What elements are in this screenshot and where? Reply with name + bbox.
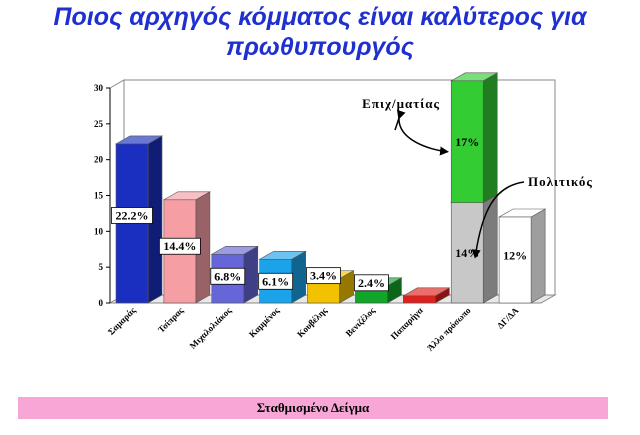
data-label: 2.4% xyxy=(358,276,385,290)
annotations: Επιχ/ματίας Πολιτικός xyxy=(362,96,593,259)
bar: 14.4% xyxy=(158,191,212,304)
bar: 12% xyxy=(497,208,547,304)
bar-side xyxy=(482,72,498,204)
bar: 14%17% xyxy=(450,72,499,304)
x-tick-label: Σαμαράς xyxy=(106,305,138,337)
annotation-arrow-business xyxy=(398,117,450,156)
x-tick-label: Κουβέλης xyxy=(295,305,329,339)
data-label: 22.2% xyxy=(116,208,149,222)
bar: 2.4% xyxy=(354,274,403,304)
y-tick-label: 5 xyxy=(99,262,104,272)
bar-chart: 0 5 10 15 20 25 30 22.2% 14.4% 6.8% 6.1% 3.4% 2.4% 1… xyxy=(94,72,593,353)
annotation-arrow-business-tail xyxy=(394,109,406,131)
y-tick-label: 0 xyxy=(99,298,104,308)
y-tick-label: 15 xyxy=(94,191,104,201)
data-label-box xyxy=(354,274,389,292)
bar-side xyxy=(482,194,498,304)
bar-series: 22.2%14.4%6.8%6.1%3.4%2.4%1%14%17%12% xyxy=(111,72,547,304)
y-tick-label: 10 xyxy=(94,226,104,236)
data-label: 3.4% xyxy=(310,269,337,283)
data-label: 6.1% xyxy=(262,274,289,288)
bar-front xyxy=(450,80,484,203)
x-tick-label: Καμμένος xyxy=(247,305,281,339)
bar: 3.4% xyxy=(306,267,355,304)
x-axis-labels: Σαμαράς Τσίπρας Μιχαλολιάκος Καμμένος Κουβέλ… xyxy=(106,305,521,353)
chart-title: Ποιος αρχηγός κόμματος είναι καλύτερος γ… xyxy=(0,2,640,62)
y-tick-label: 25 xyxy=(94,119,104,129)
data-label-box xyxy=(306,267,341,285)
x-tick-label: Βενιζέλος xyxy=(344,305,377,338)
x-tick-label: Μιχαλολιάκος xyxy=(188,305,234,351)
bar: 6.1% xyxy=(258,250,307,304)
data-label: 17% xyxy=(455,135,479,149)
bar: 6.8% xyxy=(210,245,259,304)
bar-front xyxy=(498,216,532,304)
data-label-box xyxy=(210,267,246,285)
data-label-box xyxy=(111,207,153,224)
y-tick-label: 30 xyxy=(94,83,104,93)
data-label: 12% xyxy=(503,249,527,263)
chart-title-line-2: πρωθυπουργός xyxy=(226,33,414,61)
x-tick-label: Τσίπρας xyxy=(156,305,185,334)
bar-side xyxy=(243,245,259,304)
bar-side xyxy=(291,250,306,304)
footer-band: Σταθμισμένο Δείγμα xyxy=(18,397,608,419)
y-axis: 0 5 10 15 20 25 30 xyxy=(94,83,111,308)
data-label: 14.4% xyxy=(163,239,196,253)
annotation-business: Επιχ/ματίας xyxy=(362,96,440,111)
data-label: 6.8% xyxy=(214,269,241,283)
data-label-box xyxy=(158,237,201,255)
annotation-arrow-politician xyxy=(471,181,525,259)
x-tick-label: Άλλο πρόσωπο xyxy=(425,305,473,353)
bar: 22.2% xyxy=(111,135,164,304)
annotation-politician: Πολιτικός xyxy=(528,174,593,189)
chart-title-line-1: Ποιος αρχηγός κόμματος είναι καλύτερος γ… xyxy=(53,3,587,31)
footer-label: Σταθμισμένο Δείγμα xyxy=(256,400,370,415)
data-label-box xyxy=(258,272,294,290)
x-tick-label: ΔΓ/ΔΑ xyxy=(495,305,521,331)
bar-side xyxy=(530,208,546,304)
y-tick-label: 20 xyxy=(94,155,104,165)
x-tick-label: Παπαρήγα xyxy=(389,305,425,341)
bar-front xyxy=(403,295,436,304)
